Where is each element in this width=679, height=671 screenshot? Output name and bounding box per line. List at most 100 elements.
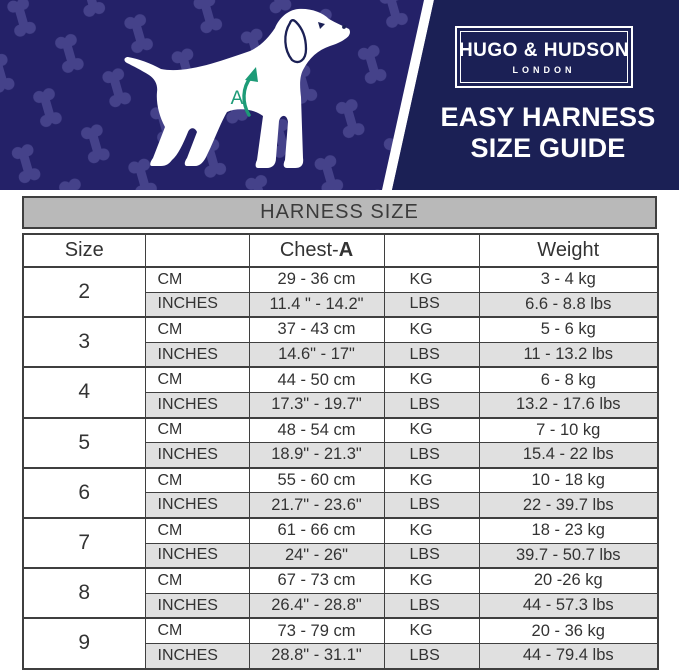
- right-panel-background: [392, 0, 679, 190]
- chest-measure-arrow: [242, 67, 258, 117]
- unit-kg-label: KG: [383, 617, 480, 644]
- chest-inches-value: 26.4" - 28.8": [248, 592, 385, 619]
- size-row-inches: INCHES 24" - 26" LBS 39.7 - 50.7 lbs: [23, 542, 659, 569]
- size-row-inches: INCHES 28.8" - 31.1" LBS 44 - 79.4 lbs: [23, 642, 659, 670]
- diagonal-divider: [382, 0, 434, 190]
- size-table-body: 2 CM 29 - 36 cm KG 3 - 4 kg INCHES 11.4 " - 14…: [22, 265, 659, 670]
- chest-cm-value: 37 - 43 cm: [248, 316, 385, 343]
- weight-lbs-value: 11 - 13.2 lbs: [478, 341, 659, 368]
- size-value: 7: [22, 516, 146, 569]
- chest-cm-value: 29 - 36 cm: [248, 265, 385, 293]
- size-value: 9: [22, 617, 146, 670]
- unit-kg-label: KG: [383, 567, 480, 594]
- size-row-cm: 5 CM 48 - 54 cm KG 7 - 10 kg: [22, 416, 659, 469]
- tagline-line1: EASY HARNESS: [440, 102, 656, 132]
- weight-kg-value: 10 - 18 kg: [478, 466, 659, 494]
- unit-inches-label: INCHES: [144, 291, 250, 318]
- unit-cm-label: CM: [144, 416, 250, 444]
- chest-inches-value: 28.8" - 31.1": [248, 642, 385, 670]
- size-value: 2: [22, 265, 146, 318]
- weight-lbs-value: 44 - 79.4 lbs: [478, 642, 659, 670]
- unit-inches-label: INCHES: [144, 642, 250, 670]
- unit-kg-label: KG: [383, 416, 480, 444]
- unit-cm-label: CM: [144, 617, 250, 644]
- unit-inches-label: INCHES: [144, 391, 250, 419]
- weight-lbs-value: 13.2 - 17.6 lbs: [478, 391, 659, 419]
- col-header-size: Size: [22, 233, 146, 268]
- size-row-cm: 4 CM 44 - 50 cm KG 6 - 8 kg: [22, 366, 659, 419]
- size-value: 3: [22, 316, 146, 368]
- chest-cm-value: 73 - 79 cm: [248, 617, 385, 644]
- size-value: 4: [22, 366, 146, 419]
- unit-inches-label: INCHES: [144, 442, 250, 469]
- weight-kg-value: 20 - 36 kg: [478, 617, 659, 644]
- unit-lbs-label: LBS: [383, 592, 480, 619]
- unit-kg-label: KG: [383, 366, 480, 393]
- chest-inches-value: 21.7" - 23.6": [248, 492, 385, 519]
- chest-inches-value: 14.6" - 17": [248, 341, 385, 368]
- brand-logo: HUGO & HUDSON LONDON: [455, 26, 633, 88]
- size-value: 5: [22, 416, 146, 469]
- header-tagline: EASY HARNESS SIZE GUIDE: [436, 102, 660, 165]
- weight-kg-value: 7 - 10 kg: [478, 416, 659, 444]
- header-banner: A HUGO & HUDSON LONDON EASY HARNESS SIZE…: [0, 0, 679, 190]
- unit-lbs-label: LBS: [383, 291, 480, 318]
- header-row: Size Chest-A Weight: [22, 233, 659, 268]
- table-title-banner: HARNESS SIZE: [22, 196, 657, 229]
- size-row-cm: 6 CM 55 - 60 cm KG 10 - 18 kg: [22, 466, 659, 519]
- size-table-header: Size Chest-A Weight: [22, 233, 659, 268]
- unit-cm-label: CM: [144, 366, 250, 393]
- tagline-line2: SIZE GUIDE: [470, 133, 626, 164]
- chest-cm-value: 61 - 66 cm: [248, 516, 385, 544]
- weight-kg-value: 5 - 6 kg: [478, 316, 659, 343]
- size-row-inches: INCHES 26.4" - 28.8" LBS 44 - 57.3 lbs: [23, 592, 659, 619]
- unit-cm-label: CM: [144, 265, 250, 293]
- weight-kg-value: 20 -26 kg: [478, 567, 659, 594]
- chest-header-suffix: A: [338, 239, 354, 261]
- chest-cm-value: 67 - 73 cm: [248, 567, 385, 594]
- chest-cm-value: 44 - 50 cm: [248, 366, 385, 393]
- weight-lbs-value: 22 - 39.7 lbs: [478, 492, 659, 519]
- col-header-spacer-2: [383, 233, 480, 268]
- brand-logo-inner-frame: HUGO & HUDSON LONDON: [458, 31, 630, 83]
- col-header-chest: Chest-A: [248, 233, 385, 268]
- col-header-spacer-1: [144, 233, 250, 268]
- weight-kg-value: 6 - 8 kg: [478, 366, 659, 393]
- unit-inches-label: INCHES: [144, 492, 250, 519]
- unit-cm-label: CM: [144, 516, 250, 544]
- weight-kg-value: 3 - 4 kg: [478, 265, 659, 293]
- unit-lbs-label: LBS: [383, 341, 480, 368]
- unit-kg-label: KG: [383, 265, 480, 293]
- chest-measure-label: A: [231, 88, 244, 109]
- table-title: HARNESS SIZE: [260, 201, 419, 223]
- col-header-weight: Weight: [478, 233, 659, 268]
- weight-kg-value: 18 - 23 kg: [478, 516, 659, 544]
- dog-eye-icon: [318, 22, 325, 29]
- size-row-inches: INCHES 18.9" - 21.3" LBS 15.4 - 22 lbs: [23, 442, 659, 469]
- chest-inches-value: 17.3" - 19.7": [248, 391, 385, 419]
- size-row-cm: 8 CM 67 - 73 cm KG 20 -26 kg: [22, 567, 659, 619]
- unit-kg-label: KG: [383, 316, 480, 343]
- size-row-cm: 9 CM 73 - 79 cm KG 20 - 36 kg: [22, 617, 659, 670]
- size-row-inches: INCHES 21.7" - 23.6" LBS 22 - 39.7 lbs: [23, 492, 659, 519]
- unit-kg-label: KG: [383, 466, 480, 494]
- brand-city: LONDON: [512, 64, 576, 75]
- harness-size-table: Size Chest-A Weight 2 CM 29 - 36 cm KG 3 - 4…: [22, 233, 659, 670]
- unit-lbs-label: LBS: [383, 492, 480, 519]
- unit-kg-label: KG: [383, 516, 480, 544]
- size-row-cm: 7 CM 61 - 66 cm KG 18 - 23 kg: [22, 516, 659, 569]
- weight-lbs-value: 15.4 - 22 lbs: [478, 442, 659, 469]
- size-row-cm: 3 CM 37 - 43 cm KG 5 - 6 kg: [22, 316, 659, 368]
- unit-inches-label: INCHES: [144, 341, 250, 368]
- size-row-inches: INCHES 11.4 " - 14.2" LBS 6.6 - 8.8 lbs: [23, 291, 659, 318]
- unit-lbs-label: LBS: [383, 391, 480, 419]
- dog-illustration: [124, 8, 350, 169]
- weight-lbs-value: 39.7 - 50.7 lbs: [478, 542, 659, 569]
- brand-name: HUGO & HUDSON: [458, 39, 630, 61]
- unit-cm-label: CM: [144, 316, 250, 343]
- unit-lbs-label: LBS: [383, 642, 480, 670]
- size-value: 6: [22, 466, 146, 519]
- unit-lbs-label: LBS: [383, 542, 480, 569]
- unit-inches-label: INCHES: [144, 592, 250, 619]
- unit-cm-label: CM: [144, 466, 250, 494]
